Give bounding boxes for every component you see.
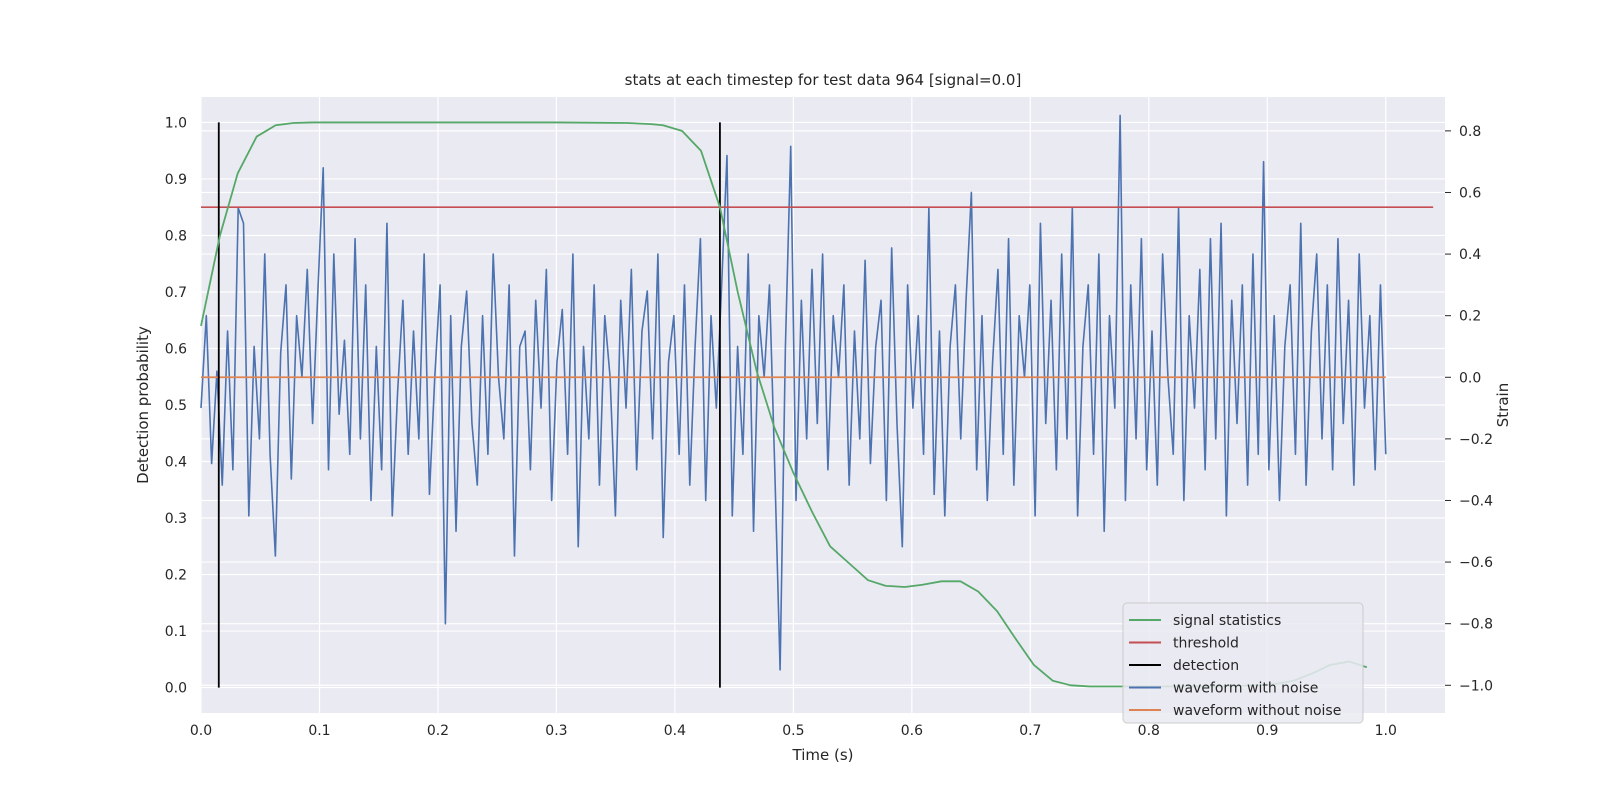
y-right-tick-label: −1.0 xyxy=(1459,678,1493,694)
legend-label: threshold xyxy=(1173,636,1239,652)
x-tick-label: 0.9 xyxy=(1256,723,1278,739)
chart-title: stats at each timestep for test data 964… xyxy=(625,71,1022,89)
legend-item: waveform without noise xyxy=(1129,703,1341,719)
legend-label: signal statistics xyxy=(1173,613,1281,629)
x-axis: 0.0 0.1 0.2 0.3 0.4 0.5 0.6 0.7 0.8 0.9 1.0 xyxy=(190,723,1397,739)
x-tick-label: 0.6 xyxy=(901,723,923,739)
legend-item: threshold xyxy=(1129,636,1239,652)
legend-item: detection xyxy=(1129,658,1239,674)
x-tick-label: 0.3 xyxy=(545,723,567,739)
legend-box xyxy=(1122,602,1364,724)
x-tick-label: 0.7 xyxy=(1019,723,1041,739)
legend-label: waveform without noise xyxy=(1173,703,1341,719)
y-right-tick-label: −0.6 xyxy=(1459,555,1493,571)
y-left-tick-label: 1.0 xyxy=(165,115,187,131)
y-axis-right: −1.0 −0.8 −0.6 −0.4 −0.2 0.0 0.2 0.4 0.6 0.8 xyxy=(1445,124,1493,694)
y-axis-left: 0.0 0.1 0.2 0.3 0.4 0.5 0.6 0.7 0.8 0.9 1.0 xyxy=(165,115,187,696)
y-left-tick-label: 0.0 xyxy=(165,681,187,697)
y-right-tick-label: 0.6 xyxy=(1459,185,1481,201)
y-left-tick-label: 0.3 xyxy=(165,511,187,527)
y-right-tick-label: −0.8 xyxy=(1459,617,1493,633)
y-right-tick-label: −0.2 xyxy=(1459,432,1493,448)
x-tick-label: 0.0 xyxy=(190,723,212,739)
x-tick-label: 0.1 xyxy=(308,723,330,739)
y-axis-left-label: Detection probability xyxy=(134,326,152,484)
y-right-tick-label: 0.2 xyxy=(1459,309,1481,325)
y-right-tick-label: 0.0 xyxy=(1459,370,1481,386)
y-right-tick-label: 0.8 xyxy=(1459,124,1481,140)
y-left-tick-label: 0.4 xyxy=(165,455,187,471)
x-tick-label: 0.5 xyxy=(782,723,804,739)
y-axis-right-label: Strain xyxy=(1494,383,1512,427)
legend-item: signal statistics xyxy=(1129,613,1281,629)
legend-item: waveform with noise xyxy=(1129,681,1318,697)
y-left-tick-label: 0.8 xyxy=(165,228,187,244)
y-left-tick-label: 0.7 xyxy=(165,285,187,301)
y-left-tick-label: 0.5 xyxy=(165,398,187,414)
legend-label: waveform with noise xyxy=(1173,681,1318,697)
y-left-tick-label: 0.9 xyxy=(165,172,187,188)
legend-label: detection xyxy=(1173,658,1239,674)
legend: signal statistics threshold detection wavef… xyxy=(1122,602,1364,724)
y-left-tick-label: 0.6 xyxy=(165,341,187,357)
x-tick-label: 0.4 xyxy=(664,723,686,739)
y-left-tick-label: 0.2 xyxy=(165,568,187,584)
y-left-tick-label: 0.1 xyxy=(165,624,187,640)
x-tick-label: 0.2 xyxy=(427,723,449,739)
y-right-tick-label: 0.4 xyxy=(1459,247,1481,263)
x-axis-label: Time (s) xyxy=(792,746,854,764)
x-tick-label: 1.0 xyxy=(1375,723,1397,739)
y-right-tick-label: −0.4 xyxy=(1459,493,1493,509)
x-tick-label: 0.8 xyxy=(1138,723,1160,739)
